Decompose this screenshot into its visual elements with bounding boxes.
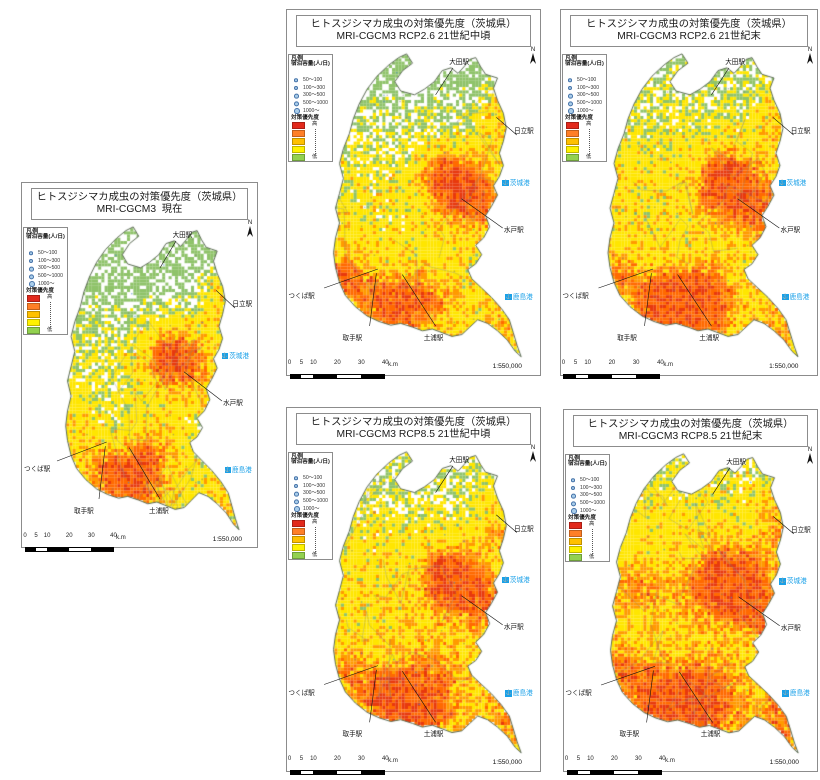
svg-text:N: N bbox=[808, 447, 812, 453]
svg-text:N: N bbox=[248, 220, 252, 226]
svg-text:N: N bbox=[531, 445, 535, 451]
svg-text:N: N bbox=[808, 47, 812, 53]
svg-text:N: N bbox=[531, 47, 535, 53]
